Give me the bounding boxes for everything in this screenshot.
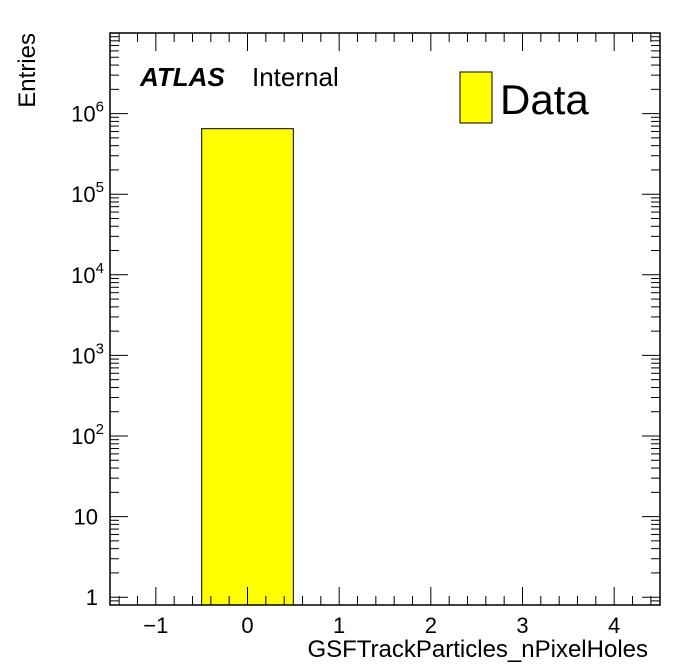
x-tick-label: −1 [143, 613, 168, 638]
y-tick-label: 106 [71, 99, 104, 127]
y-tick-label: 1 [86, 585, 98, 610]
y-tick-label: 10 [74, 505, 98, 530]
y-tick-label: 105 [71, 179, 104, 207]
y-axis-label: Entries [14, 33, 41, 108]
y-tick-label: 103 [71, 340, 104, 368]
plot-frame [109, 32, 661, 606]
atlas-label: ATLAS [139, 62, 225, 92]
legend-swatch-data [459, 71, 493, 124]
axis-ticks [110, 32, 660, 606]
x-axis-label: GSFTrackParticles_nPixelHoles [307, 636, 648, 663]
y-tick-label: 104 [71, 260, 104, 288]
x-tick-label: 3 [516, 613, 528, 638]
legend-label-data: Data [500, 76, 589, 123]
bar-bin-0 [201, 128, 294, 606]
x-tick-label: 4 [608, 613, 620, 638]
x-tick-label: 2 [425, 613, 437, 638]
internal-label: Internal [252, 62, 339, 92]
y-tick-label: 102 [71, 421, 104, 449]
tick-labels: −1 0 1 2 3 4 1 10 102 103 104 105 106 [71, 99, 620, 638]
x-tick-label: 1 [333, 613, 345, 638]
x-tick-label: 0 [241, 613, 253, 638]
bars-layer [201, 128, 294, 606]
